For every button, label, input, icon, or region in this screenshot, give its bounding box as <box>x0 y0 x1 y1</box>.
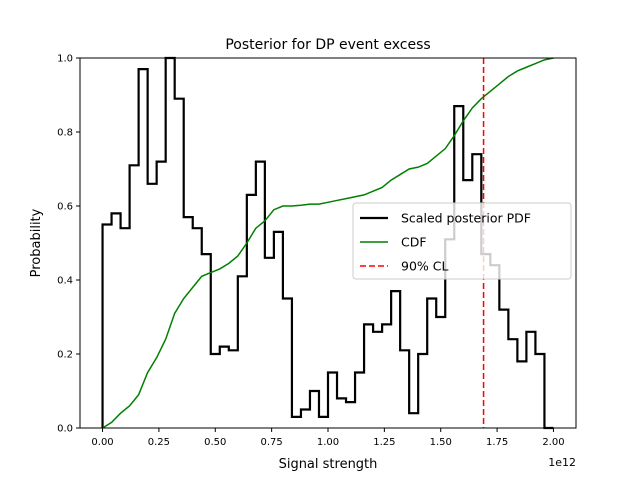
x-tick-label: 1.00 <box>317 437 339 448</box>
legend-label: 90% CL <box>401 259 448 274</box>
legend: Scaled posterior PDF CDF 90% CL <box>352 202 572 280</box>
x-tick-label: 0.00 <box>91 437 113 448</box>
cdf-series <box>102 57 554 429</box>
posterior-pdf-line <box>101 56 554 430</box>
y-tick-label: 0.8 <box>57 128 73 139</box>
legend-items: Scaled posterior PDF CDF 90% CL <box>360 211 531 274</box>
x-axis-ticks: 0.00 0.25 0.50 0.75 1.00 1.25 1.50 1.75 2.00 <box>91 428 565 448</box>
y-axis-ticks: 0.0 0.2 0.4 0.6 0.8 1.0 <box>57 54 80 435</box>
y-axis-title: Probability <box>29 208 44 277</box>
x-axis-title: Signal strength <box>279 457 378 472</box>
legend-label: Scaled posterior PDF <box>401 211 531 226</box>
y-tick-label: 0.2 <box>57 350 73 361</box>
x-tick-label: 1.25 <box>373 437 395 448</box>
legend-label: CDF <box>401 235 427 250</box>
y-tick-label: 1.0 <box>57 54 73 65</box>
x-tick-label: 1.75 <box>486 437 508 448</box>
posterior-pdf-series <box>101 56 554 430</box>
y-tick-label: 0.4 <box>57 276 73 287</box>
y-tick-label: 0.6 <box>57 202 73 213</box>
x-tick-label: 1.50 <box>430 437 452 448</box>
x-tick-label: 0.75 <box>261 437 283 448</box>
x-axis-offset-label: 1e12 <box>548 456 576 469</box>
cdf-line <box>102 57 554 429</box>
legend-box <box>352 202 572 280</box>
x-tick-label: 0.50 <box>204 437 226 448</box>
x-tick-label: 0.25 <box>148 437 170 448</box>
x-tick-label: 2.00 <box>542 437 564 448</box>
chart-title: Posterior for DP event excess <box>225 37 430 53</box>
y-tick-label: 0.0 <box>57 424 73 435</box>
